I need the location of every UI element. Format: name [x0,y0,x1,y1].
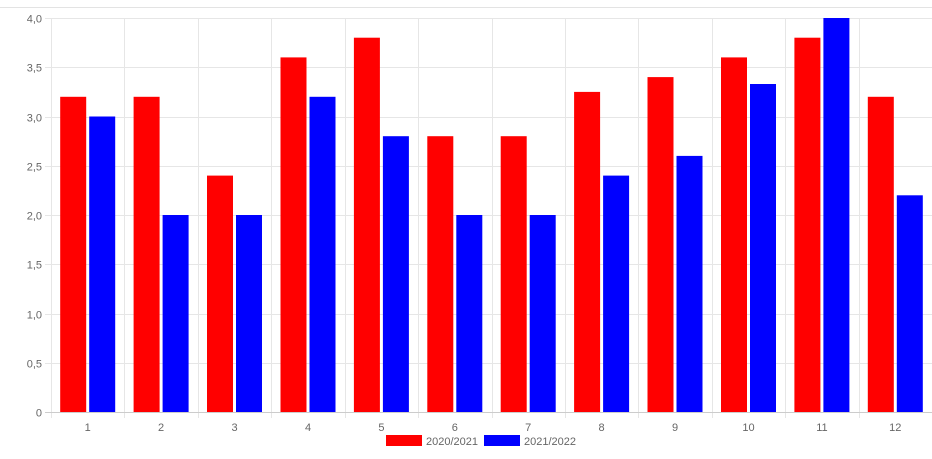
bar-2021-2022-5[interactable] [382,136,409,412]
y-tick-label: 3,0 [27,113,42,125]
y-tick-label: 4,0 [27,14,42,26]
x-tick-label: 10 [742,422,754,434]
x-tick-label: 9 [672,422,678,434]
legend-swatch [386,435,422,446]
bar-2020-2021-5[interactable] [353,37,380,412]
y-tick-label: 0 [36,408,42,420]
bar-2020-2021-12[interactable] [867,96,894,413]
bar-2021-2022-4[interactable] [309,96,336,413]
bar-2021-2022-3[interactable] [236,215,262,412]
bar-2021-2022-8[interactable] [603,175,630,412]
bar-2020-2021-4[interactable] [280,57,307,413]
legend-item-2020-2021[interactable]: 2020/2021 [386,435,478,448]
y-tick-label: 1,5 [27,260,42,272]
bars [60,18,923,413]
bar-2021-2022-6[interactable] [456,215,483,412]
bar-2020-2021-3[interactable] [207,175,233,412]
bar-2021-2022-12[interactable] [896,195,923,412]
bar-2020-2021-6[interactable] [427,136,454,412]
legend[interactable]: 2020/2021 2021/2022 [386,435,576,448]
bar-2020-2021-11[interactable] [794,37,821,412]
x-tick-label: 3 [231,422,237,434]
legend-label: 2020/2021 [426,436,478,448]
bar-2021-2022-7[interactable] [529,215,556,412]
bar-2020-2021-8[interactable] [574,91,601,413]
legend-label: 2021/2022 [524,436,576,448]
bar-2021-2022-2[interactable] [162,215,189,412]
top-divider [0,7,932,8]
x-tick-label: 11 [816,422,827,434]
x-tick-label: 1 [85,422,91,434]
x-tick-label: 7 [525,422,531,434]
legend-swatch [484,435,520,446]
bar-2021-2022-1[interactable] [89,116,116,413]
grid-lines [45,18,932,418]
bar-2021-2022-11[interactable] [823,18,850,412]
y-tick-label: 2,5 [27,162,42,174]
bar-2020-2021-9[interactable] [647,77,674,412]
y-tick-label: 2,0 [27,211,42,223]
bar-2021-2022-9[interactable] [676,155,703,412]
x-tick-label: 2 [158,422,164,434]
x-tick-label: 4 [305,422,311,434]
x-tick-label: 8 [599,422,605,434]
y-tick-label: 1,0 [27,310,42,322]
legend-item-2021-2022[interactable]: 2021/2022 [484,435,576,448]
bar-2020-2021-7[interactable] [500,136,527,412]
bar-2020-2021-10[interactable] [721,57,747,413]
y-tick-label: 0,5 [27,359,42,371]
bar-2020-2021-1[interactable] [60,96,87,413]
x-tick-label: 6 [452,422,458,434]
bar-2021-2022-10[interactable] [750,84,776,412]
x-tick-label: 12 [889,422,901,434]
y-tick-label: 3,5 [27,63,42,75]
x-tick-label: 5 [378,422,384,434]
bar-2020-2021-2[interactable] [133,96,160,413]
axes: 00,51,01,52,02,53,03,54,01 2 3 4 5 6 7 8 9 10 11 12 [27,14,932,434]
